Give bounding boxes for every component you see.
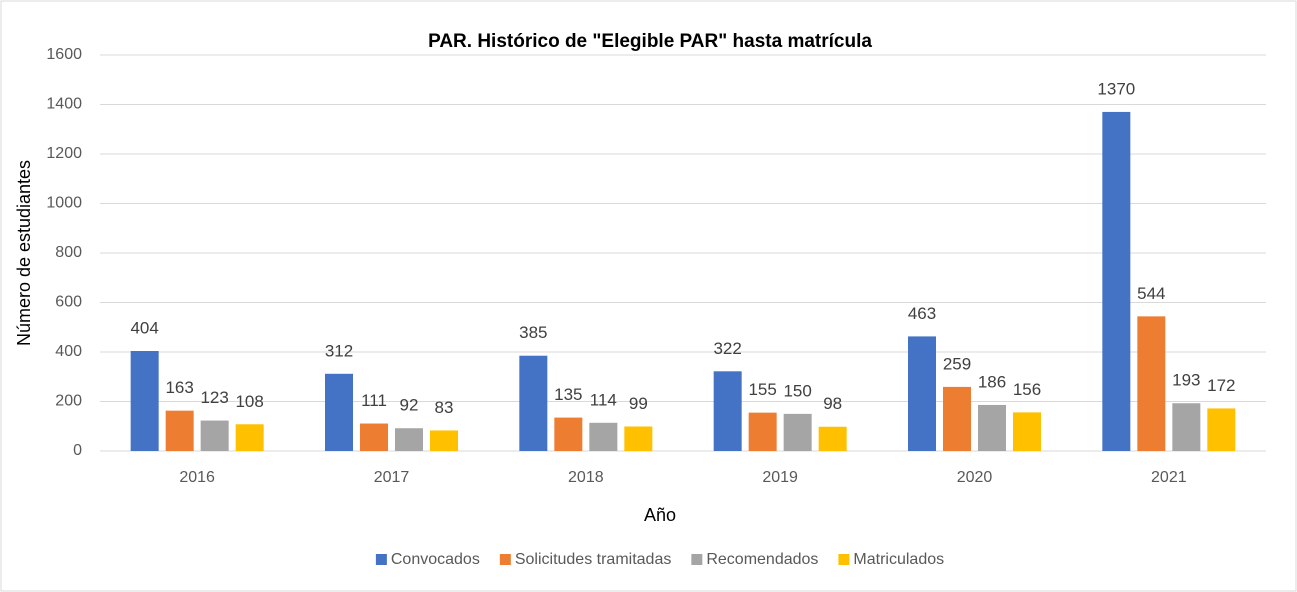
legend-label: Recomendados bbox=[706, 551, 818, 568]
bar bbox=[519, 355, 548, 451]
legend-label: Convocados bbox=[391, 551, 480, 568]
bar bbox=[165, 410, 194, 451]
bar bbox=[908, 336, 936, 451]
x-tick-label: 2020 bbox=[957, 469, 993, 486]
data-label: 83 bbox=[435, 398, 454, 417]
bar bbox=[395, 428, 423, 451]
y-tick-label: 400 bbox=[55, 343, 82, 360]
bar bbox=[1207, 408, 1236, 451]
x-tick-label: 2018 bbox=[568, 469, 604, 486]
data-label: 385 bbox=[519, 323, 547, 342]
data-label: 98 bbox=[823, 394, 842, 413]
bar bbox=[818, 426, 847, 451]
x-tick-label: 2019 bbox=[762, 469, 798, 486]
legend-label: Solicitudes tramitadas bbox=[515, 551, 672, 568]
bar bbox=[360, 423, 388, 451]
data-label: 135 bbox=[554, 385, 582, 404]
data-label: 150 bbox=[783, 381, 811, 400]
x-tick-label: 2021 bbox=[1151, 469, 1187, 486]
legend-swatch bbox=[691, 554, 703, 565]
chart-title: PAR. Histórico de "Elegible PAR" hasta m… bbox=[428, 31, 872, 52]
data-label: 163 bbox=[165, 378, 193, 397]
bar bbox=[589, 422, 618, 451]
data-label: 544 bbox=[1137, 284, 1165, 303]
bar bbox=[235, 424, 264, 451]
bar bbox=[783, 413, 812, 451]
data-label: 99 bbox=[629, 394, 648, 413]
data-label: 92 bbox=[400, 396, 419, 415]
x-axis-label: Año bbox=[644, 505, 676, 525]
y-tick-label: 1600 bbox=[46, 46, 82, 63]
x-tick-label: 2016 bbox=[179, 469, 215, 486]
bar bbox=[130, 351, 159, 451]
y-tick-label: 600 bbox=[55, 294, 82, 311]
data-label: 114 bbox=[590, 390, 617, 409]
y-tick-label: 200 bbox=[55, 393, 82, 410]
bar bbox=[1172, 403, 1201, 451]
data-label: 312 bbox=[325, 341, 353, 360]
legend-label: Matriculados bbox=[853, 551, 944, 568]
bar bbox=[325, 373, 353, 451]
data-label: 123 bbox=[200, 388, 228, 407]
data-label: 259 bbox=[943, 354, 971, 373]
y-tick-label: 1000 bbox=[46, 195, 82, 212]
bar bbox=[1137, 316, 1166, 451]
bar bbox=[713, 371, 742, 451]
data-label: 111 bbox=[361, 391, 387, 410]
bar bbox=[200, 420, 229, 451]
y-tick-label: 1200 bbox=[46, 145, 82, 162]
bar bbox=[624, 426, 653, 451]
data-label: 193 bbox=[1172, 371, 1200, 390]
data-label: 1370 bbox=[1097, 79, 1135, 98]
legend-swatch bbox=[838, 554, 850, 565]
x-tick-label: 2017 bbox=[374, 469, 410, 486]
y-axis-label: Número de estudiantes bbox=[14, 160, 34, 346]
data-label: 172 bbox=[1207, 376, 1235, 395]
data-label: 322 bbox=[713, 339, 741, 358]
data-label: 156 bbox=[1013, 380, 1041, 399]
bar bbox=[943, 386, 971, 451]
bar bbox=[978, 404, 1006, 451]
y-tick-label: 800 bbox=[55, 244, 82, 261]
data-label: 404 bbox=[130, 318, 158, 337]
y-tick-label: 1400 bbox=[46, 96, 82, 113]
data-label: 186 bbox=[978, 372, 1006, 391]
data-label: 155 bbox=[748, 380, 776, 399]
bar bbox=[1102, 111, 1131, 452]
bar bbox=[1013, 412, 1041, 451]
legend-swatch bbox=[375, 554, 387, 565]
bar bbox=[430, 430, 458, 451]
y-tick-label: 0 bbox=[73, 442, 82, 459]
legend-swatch bbox=[499, 554, 511, 565]
data-label: 108 bbox=[235, 392, 263, 411]
bar bbox=[554, 417, 583, 451]
data-label: 463 bbox=[908, 304, 936, 323]
bar bbox=[748, 412, 777, 451]
